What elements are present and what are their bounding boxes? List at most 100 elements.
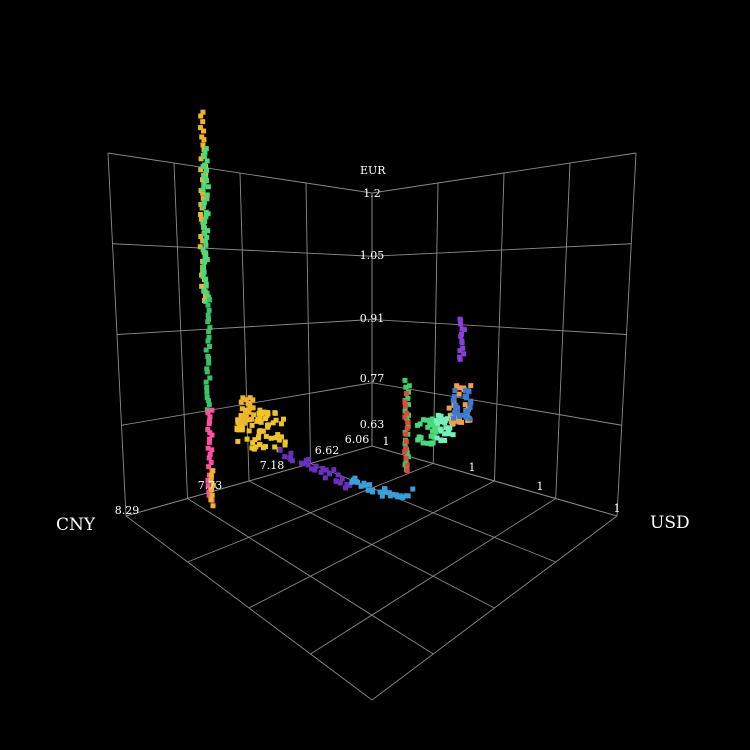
data-point [205, 319, 211, 325]
data-point [204, 196, 210, 202]
data-point [200, 109, 206, 115]
data-point [205, 477, 211, 483]
data-point [451, 394, 457, 400]
data-point [355, 479, 361, 485]
data-point [200, 195, 206, 201]
data-point [250, 440, 256, 446]
data-point [451, 418, 457, 424]
data-point [403, 384, 409, 390]
data-point [256, 429, 262, 435]
data-point [457, 321, 463, 327]
data-point [200, 204, 206, 210]
data-point [209, 492, 215, 498]
data-point [201, 269, 207, 275]
grid-floor-b [310, 498, 556, 655]
data-point [204, 192, 210, 198]
data-point [446, 405, 452, 411]
data-point [235, 438, 241, 444]
data-point [203, 347, 209, 353]
data-point [203, 293, 209, 299]
data-point [209, 407, 215, 413]
data-point [282, 454, 288, 460]
data-point [206, 329, 212, 335]
data-point [379, 493, 385, 499]
data-point [205, 410, 211, 416]
data-point [205, 312, 211, 318]
data-point [462, 402, 468, 408]
data-point [246, 409, 252, 415]
data-point [272, 444, 278, 450]
data-point [250, 397, 256, 403]
data-point [461, 326, 467, 332]
data-point [208, 478, 214, 484]
data-point [369, 489, 375, 495]
data-point [243, 397, 249, 403]
data-point [207, 414, 213, 420]
data-point [403, 431, 409, 437]
data-point [430, 440, 436, 446]
data-point [200, 187, 206, 193]
data-point [367, 482, 373, 488]
data-point [203, 283, 209, 289]
data-point [210, 503, 216, 509]
grid-v-right [616, 152, 637, 517]
data-point [204, 290, 210, 296]
data-point [425, 424, 431, 430]
data-point [382, 489, 388, 495]
data-point [428, 433, 434, 439]
data-point [238, 419, 244, 425]
data-point [404, 425, 410, 431]
data-point [198, 234, 204, 240]
z-tick-label: 0.91 [360, 312, 385, 325]
data-point [442, 431, 448, 437]
data-point [207, 325, 213, 331]
data-point [321, 467, 327, 473]
z-axis-title: EUR [360, 164, 386, 177]
data-point [205, 302, 211, 308]
data-point [402, 449, 408, 455]
grid-v-left [305, 182, 311, 464]
data-point [387, 493, 393, 499]
data-point [342, 485, 348, 491]
data-point [202, 254, 208, 260]
data-point [278, 421, 284, 427]
data-point [206, 464, 212, 470]
y-tick-label: 1 [383, 435, 390, 448]
data-point [205, 228, 211, 234]
data-point [200, 119, 206, 125]
data-point [463, 414, 469, 420]
data-point [265, 424, 271, 430]
data-point [203, 298, 209, 304]
data-point [202, 259, 208, 265]
data-point [424, 417, 430, 423]
data-point [205, 294, 211, 300]
data-point [420, 440, 426, 446]
data-point [468, 383, 474, 389]
data-point [452, 409, 458, 415]
data-point [205, 483, 211, 489]
data-point [249, 422, 255, 428]
data-point [358, 483, 364, 489]
data-point [403, 445, 409, 451]
data-point [202, 219, 208, 225]
data-point [289, 458, 295, 464]
data-point [205, 211, 211, 217]
data-point [207, 451, 213, 457]
data-point [240, 395, 246, 401]
grid-floor-b [248, 480, 495, 609]
x-tick-label: 8.29 [115, 504, 140, 517]
x-axis-title: CNY [56, 515, 96, 535]
data-point [202, 150, 208, 156]
data-points [197, 109, 474, 509]
data-point [201, 153, 207, 159]
data-point [199, 283, 205, 289]
data-point [201, 288, 207, 294]
data-point [197, 244, 203, 250]
data-point [463, 394, 469, 400]
data-point [393, 492, 399, 498]
data-point [309, 466, 315, 472]
data-point [460, 345, 466, 351]
data-point [403, 391, 409, 397]
